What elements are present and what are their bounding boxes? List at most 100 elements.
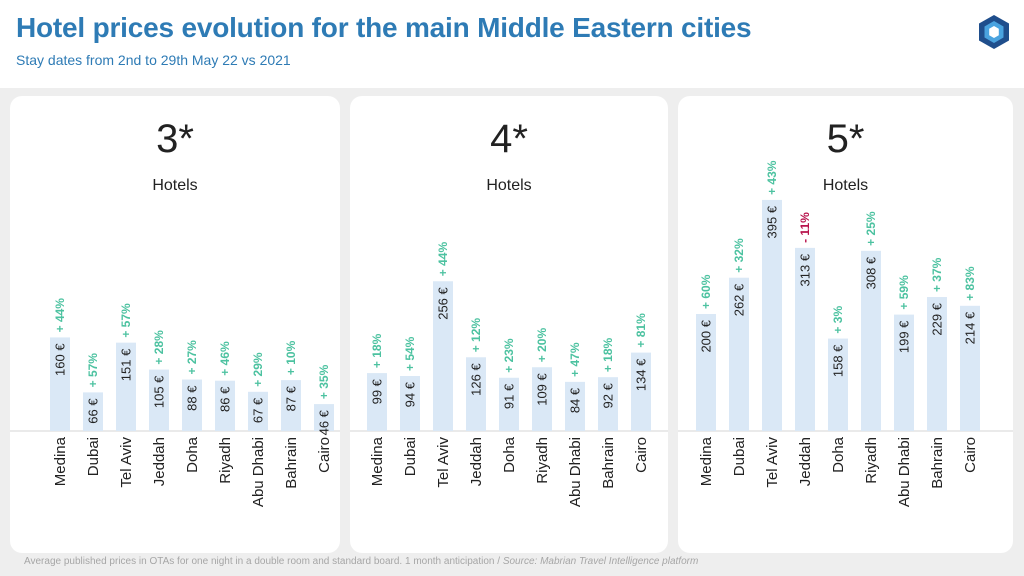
value-label: 109 € bbox=[535, 372, 550, 405]
value-label: 86 € bbox=[218, 386, 233, 412]
value-label: 88 € bbox=[185, 385, 200, 411]
value-label: 92 € bbox=[601, 382, 616, 408]
value-label: 84 € bbox=[568, 387, 583, 413]
panel-5-star-hotels: 5* Hotels 200 € + 60% Medina 262 € + 32% Dubai 3… bbox=[678, 96, 1013, 553]
bar-riyadh bbox=[861, 250, 881, 431]
chart-svg: 4* Hotels 99 € + 18% Medina 94 € + 54% Dubai 256… bbox=[350, 117, 668, 507]
bar-medina bbox=[696, 314, 716, 431]
category-label: Jeddah bbox=[151, 437, 168, 486]
value-label: 66 € bbox=[86, 398, 101, 424]
bar-tel-aviv bbox=[762, 199, 782, 431]
chart-title: 3* bbox=[156, 117, 194, 161]
bar-abu-dhabi bbox=[894, 314, 914, 431]
category-label: Tel Aviv bbox=[118, 437, 135, 488]
bar-abu-dhabi bbox=[248, 391, 268, 431]
category-label: Cairo bbox=[962, 437, 979, 473]
change-label: + 32% bbox=[732, 238, 746, 273]
value-label: 200 € bbox=[699, 319, 714, 352]
change-label: + 23% bbox=[502, 338, 516, 373]
bar-doha bbox=[182, 379, 202, 431]
category-label: Medina bbox=[52, 436, 69, 486]
bar-riyadh bbox=[215, 380, 235, 431]
change-label: + 43% bbox=[765, 160, 779, 195]
charts-area: 3* Hotels 160 € + 44% Medina 66 € + 57% Dubai 15… bbox=[0, 88, 1024, 576]
footer-text: Average published prices in OTAs for one… bbox=[24, 556, 501, 567]
chart-title: 5* bbox=[827, 117, 865, 161]
value-label: 91 € bbox=[502, 383, 517, 409]
value-label: 99 € bbox=[370, 378, 385, 404]
category-label: Abu Dhabi bbox=[250, 437, 267, 507]
category-label: Cairo bbox=[316, 437, 333, 473]
change-label: + 59% bbox=[897, 275, 911, 310]
category-label: Riyadh bbox=[534, 437, 551, 484]
bar-medina bbox=[367, 373, 387, 431]
change-label: + 27% bbox=[185, 340, 199, 375]
bar-tel-aviv bbox=[433, 281, 453, 431]
bar-dubai bbox=[400, 376, 420, 431]
bar-medina bbox=[50, 337, 70, 431]
value-label: 94 € bbox=[403, 381, 418, 407]
change-label: + 12% bbox=[469, 318, 483, 353]
bar-doha bbox=[499, 377, 519, 431]
bar-cairo bbox=[631, 352, 651, 431]
value-label: 134 € bbox=[634, 358, 649, 391]
change-label: + 81% bbox=[634, 313, 648, 348]
value-label: 395 € bbox=[765, 205, 780, 238]
value-label: 158 € bbox=[831, 344, 846, 377]
value-label: 262 € bbox=[732, 283, 747, 316]
category-label: Doha bbox=[501, 436, 518, 473]
change-label: + 29% bbox=[251, 352, 265, 387]
category-label: Jeddah bbox=[797, 437, 814, 486]
value-label: 126 € bbox=[469, 363, 484, 396]
category-label: Doha bbox=[830, 436, 847, 473]
panel-3-star-hotels: 3* Hotels 160 € + 44% Medina 66 € + 57% Dubai 15… bbox=[10, 96, 340, 553]
value-label: 67 € bbox=[251, 397, 266, 423]
category-label: Medina bbox=[698, 436, 715, 486]
change-label: + 44% bbox=[53, 298, 67, 333]
chart-svg: 3* Hotels 160 € + 44% Medina 66 € + 57% Dubai 15… bbox=[10, 117, 340, 507]
bar-bahrain bbox=[598, 377, 618, 431]
category-label: Bahrain bbox=[929, 437, 946, 489]
change-label: + 57% bbox=[86, 353, 100, 388]
bar-doha bbox=[828, 338, 848, 431]
category-label: Doha bbox=[184, 436, 201, 473]
category-label: Abu Dhabi bbox=[896, 437, 913, 507]
chart-subtitle: Hotels bbox=[486, 177, 531, 194]
bar-bahrain bbox=[281, 380, 301, 431]
page-subtitle: Stay dates from 2nd to 29th May 22 vs 20… bbox=[16, 52, 291, 68]
category-label: Medina bbox=[369, 436, 386, 486]
chart-subtitle: Hotels bbox=[823, 177, 868, 194]
footer-source: Source: Mabrian Travel Intelligence plat… bbox=[502, 556, 699, 567]
change-label: + 35% bbox=[317, 364, 331, 399]
bar-bahrain bbox=[927, 297, 947, 431]
change-label: + 47% bbox=[568, 342, 582, 377]
category-label: Tel Aviv bbox=[435, 437, 452, 488]
header: Hotel prices evolution for the main Midd… bbox=[0, 0, 1024, 88]
value-label: 308 € bbox=[864, 256, 879, 289]
chart-svg: 5* Hotels 200 € + 60% Medina 262 € + 32% Dubai 3… bbox=[678, 117, 1013, 507]
change-label: + 60% bbox=[699, 274, 713, 309]
category-label: Riyadh bbox=[863, 437, 880, 484]
category-label: Jeddah bbox=[468, 437, 485, 486]
panel-4-star-hotels: 4* Hotels 99 € + 18% Medina 94 € + 54% Dubai 256… bbox=[350, 96, 668, 553]
value-label: 87 € bbox=[284, 385, 299, 411]
category-label: Cairo bbox=[633, 437, 650, 473]
change-label: + 10% bbox=[284, 340, 298, 375]
value-label: 199 € bbox=[897, 320, 912, 353]
category-label: Abu Dhabi bbox=[567, 437, 584, 507]
change-label: + 54% bbox=[403, 336, 417, 371]
page-title: Hotel prices evolution for the main Midd… bbox=[16, 12, 752, 43]
change-label: + 37% bbox=[930, 257, 944, 292]
bar-abu-dhabi bbox=[565, 381, 585, 431]
bar-jeddah bbox=[466, 357, 486, 431]
chart-title: 4* bbox=[490, 117, 528, 161]
value-label: 105 € bbox=[152, 375, 167, 408]
change-label: + 83% bbox=[963, 266, 977, 301]
category-label: Bahrain bbox=[283, 437, 300, 489]
change-label: - 11% bbox=[798, 212, 812, 243]
hexagon-logo-icon bbox=[979, 15, 1009, 49]
change-label: + 18% bbox=[601, 337, 615, 372]
footer-note: Average published prices in OTAs for one… bbox=[24, 556, 698, 567]
value-label: 214 € bbox=[963, 311, 978, 344]
bar-riyadh bbox=[532, 367, 552, 431]
